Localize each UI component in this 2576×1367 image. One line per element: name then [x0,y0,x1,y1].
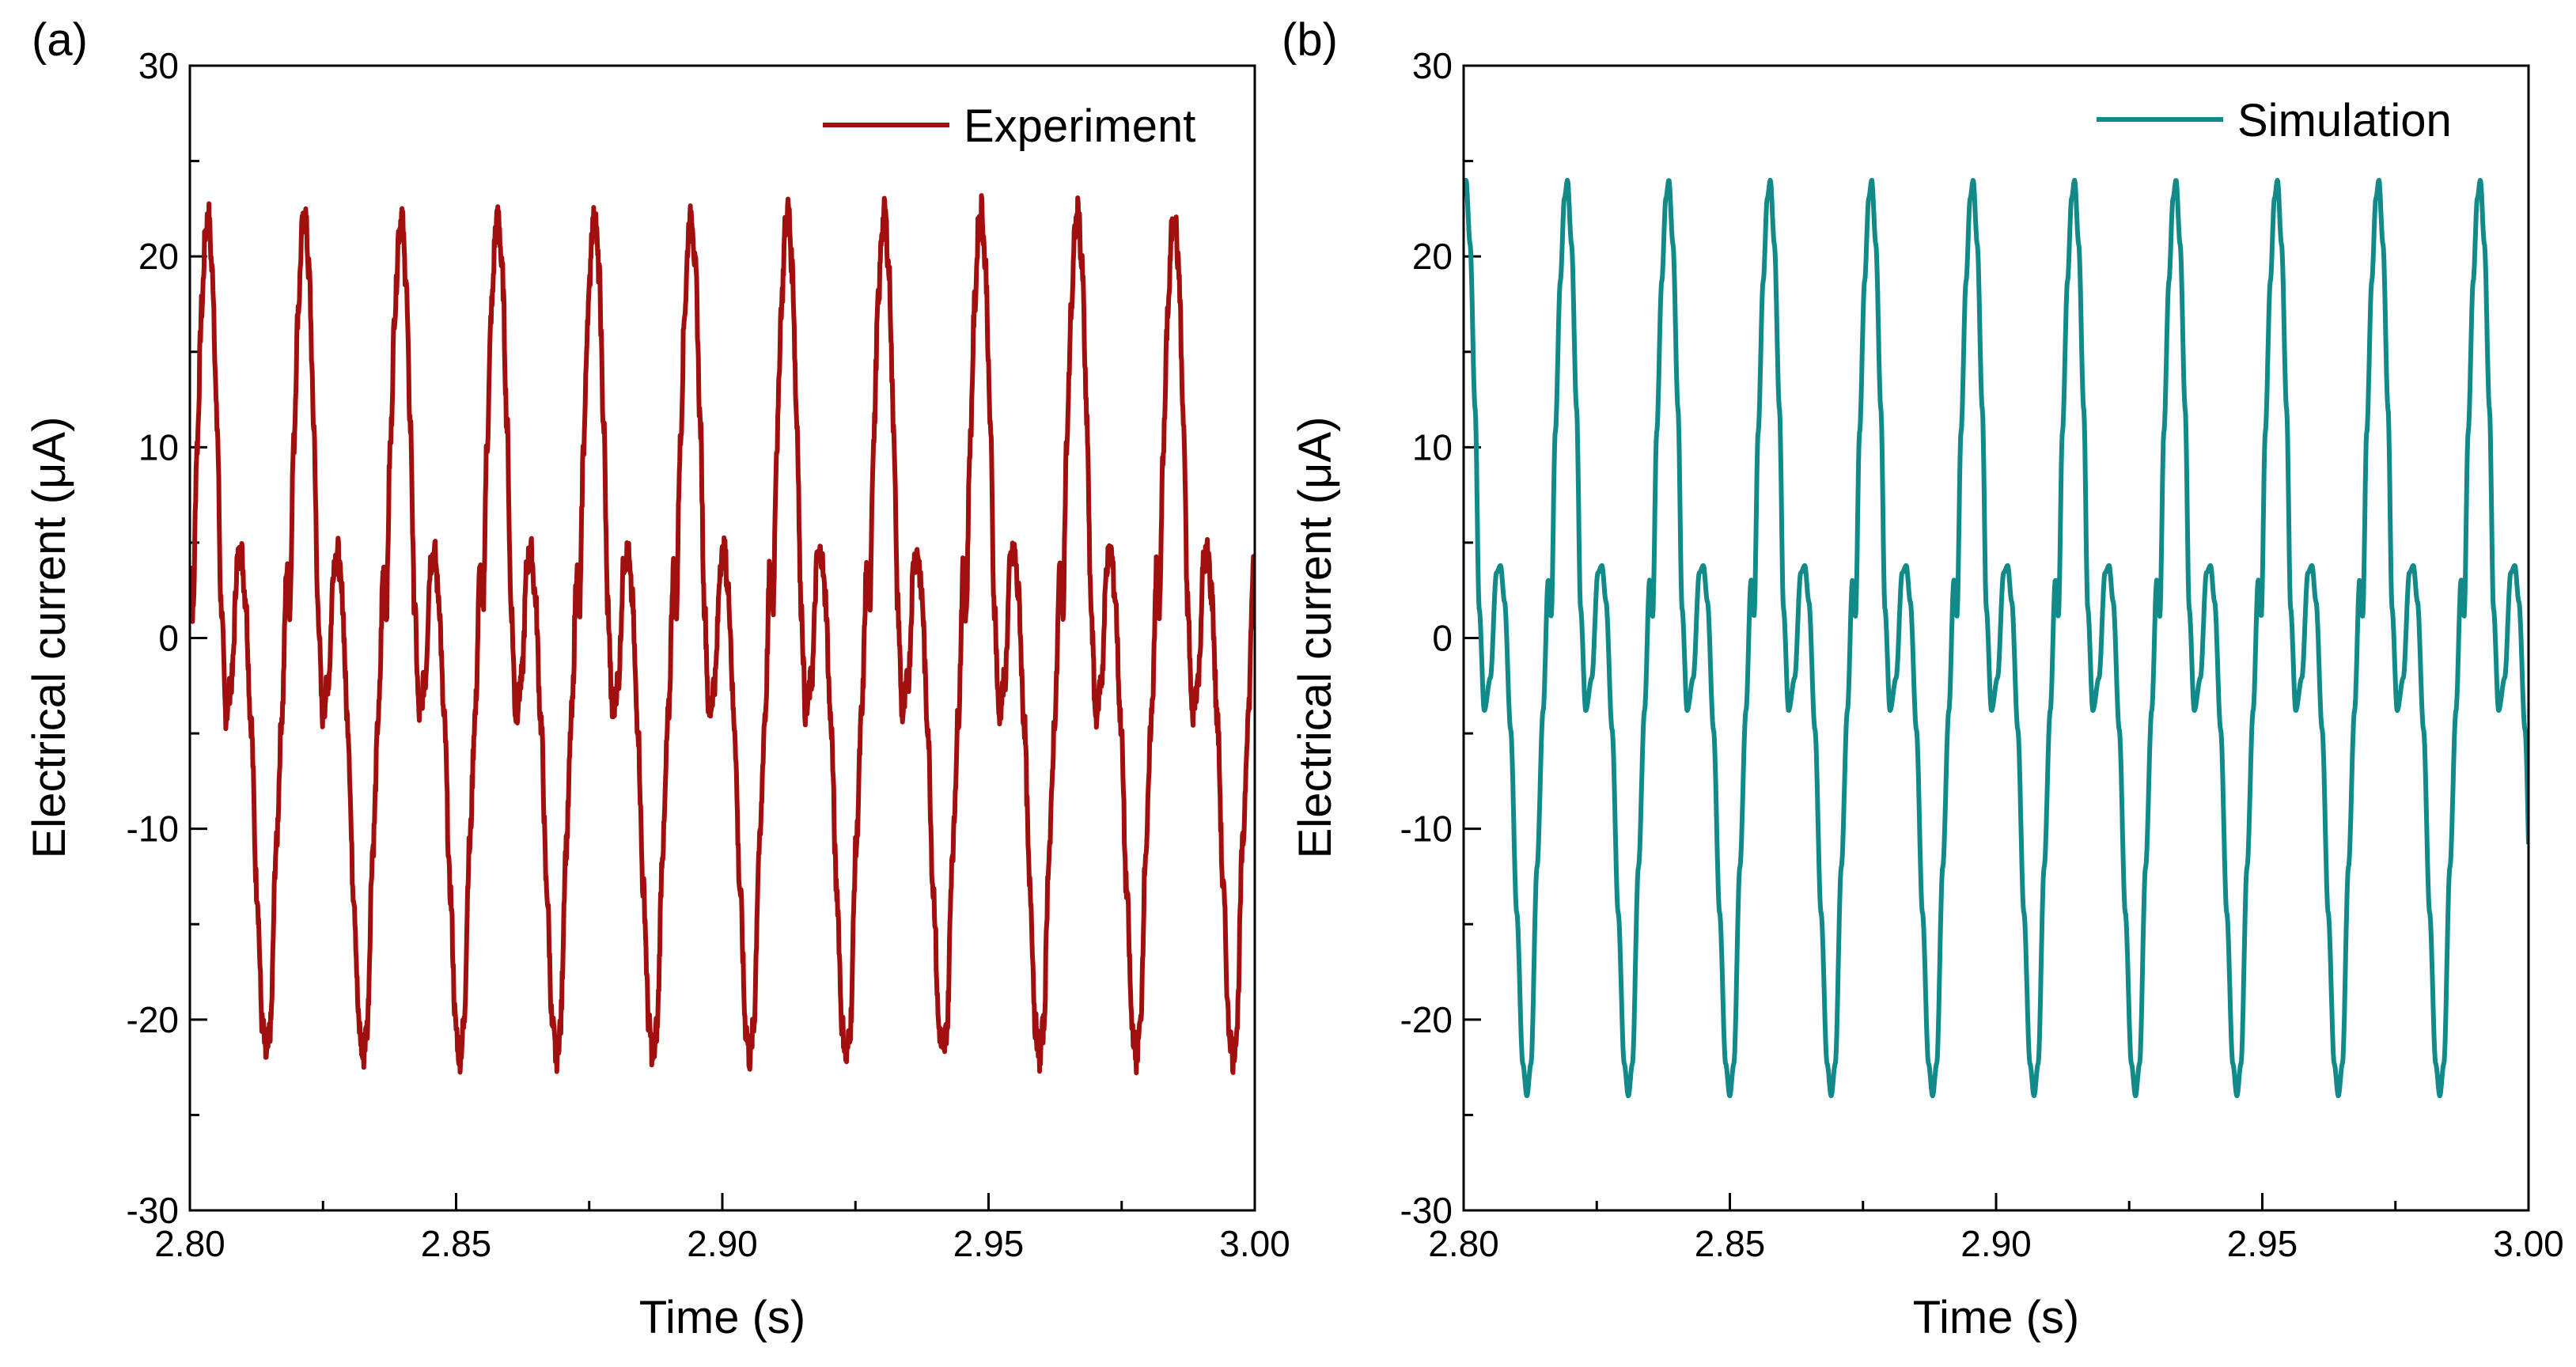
y-tick-label: 20 [1412,236,1453,277]
panel-b-y-axis-title: Electrical current (μA) [1290,417,1341,859]
legend-label-experiment: Experiment [964,100,1195,152]
y-tick-label: -20 [1400,999,1453,1040]
y-tick-label: 30 [1412,45,1453,86]
x-tick-label: 2.80 [154,1223,225,1264]
panel-b-y-ticks: -30 -20 -10 0 10 20 30 [1400,45,1481,1231]
panel-b-simulation: (b) -30 -20 -10 0 10 20 30 2.80 2.85 2.90 2.95 3.0… [1282,14,2564,1343]
y-tick-label: -20 [127,999,179,1040]
y-tick-label: -10 [127,808,179,850]
x-tick-label: 2.85 [421,1223,492,1264]
y-tick-label: 30 [138,45,179,86]
y-tick-label: -30 [127,1190,179,1231]
x-tick-label: 2.90 [1960,1223,2032,1264]
panel-a-legend: Experiment [823,100,1195,152]
panel-b-x-axis-title: Time (s) [1913,1292,2079,1343]
y-tick-label: -30 [1400,1190,1453,1231]
x-tick-label: 2.90 [687,1223,758,1264]
y-tick-label: -10 [1400,808,1453,850]
x-tick-label: 3.00 [1219,1223,1290,1264]
panel-b-label: (b) [1282,14,1338,66]
x-tick-label: 2.80 [1428,1223,1499,1264]
panel-a-x-axis-title: Time (s) [639,1292,805,1343]
x-tick-label: 3.00 [2493,1223,2564,1264]
panel-a-label: (a) [32,14,88,66]
panel-a-x-ticks: 2.80 2.85 2.90 2.95 3.00 [154,1193,1290,1264]
y-tick-label: 0 [1432,618,1453,659]
panel-b-plot-frame [1462,64,2530,1212]
panel-b-x-ticks: 2.80 2.85 2.90 2.95 3.00 [1428,1193,2564,1264]
y-tick-label: 20 [138,236,179,277]
panel-a-experiment: (a) -30 -20 -10 0 10 20 30 2.80 2.85 2.90 2.95 3.0… [24,14,1290,1343]
y-tick-label: 0 [158,618,179,659]
y-tick-label: 10 [1412,426,1453,468]
y-tick-label: 10 [138,426,179,468]
x-tick-label: 2.95 [953,1223,1025,1264]
legend-label-simulation: Simulation [2237,95,2452,146]
panel-a-y-axis-title: Electrical current (μA) [24,417,75,859]
x-tick-label: 2.95 [2227,1223,2298,1264]
panel-a-plot-frame [188,64,1256,1212]
panel-a-y-ticks: -30 -20 -10 0 10 20 30 [127,45,207,1231]
series-line-simulation [1464,177,2529,1099]
panel-b-legend: Simulation [2097,95,2452,146]
x-tick-label: 2.85 [1695,1223,1766,1264]
series-line-experiment [190,193,1255,1076]
